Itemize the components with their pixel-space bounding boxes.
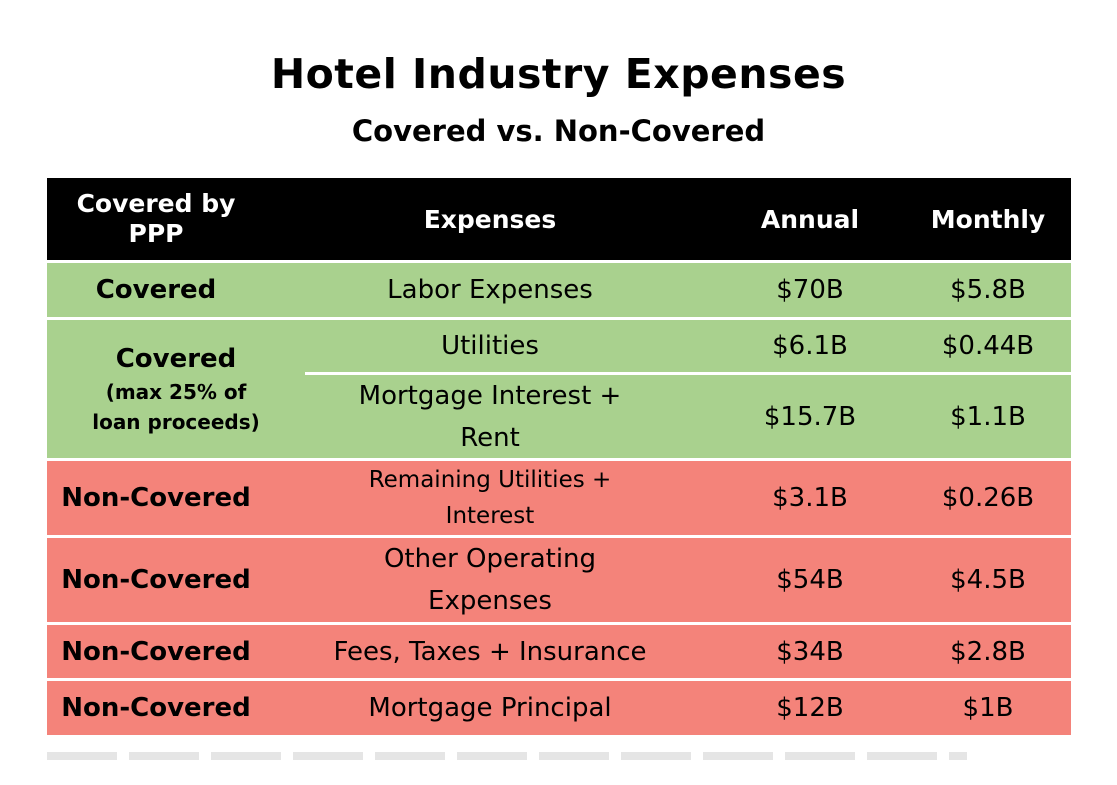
coverage-label: Covered	[115, 344, 237, 374]
annual-value: $3.1B	[772, 483, 848, 513]
coverage-label-cell: Covered (max 25% of loan proceeds)	[47, 320, 305, 458]
expense-line2: Rent	[460, 422, 520, 453]
annual-value: $6.1B	[772, 331, 848, 361]
monthly-value: $0.26B	[941, 483, 1035, 513]
monthly-value: $0.44B	[941, 331, 1035, 361]
header-annual: Annual	[760, 204, 860, 234]
expense-name: Mortgage Principal	[368, 693, 612, 723]
expense-name-remaining-utilities: Remaining Utilities + Interest	[265, 461, 715, 535]
coverage-label: Non-Covered	[61, 565, 251, 595]
annual-value: $70B	[776, 275, 844, 305]
expense-line2: Expenses	[428, 586, 552, 616]
footnote-faded	[47, 752, 967, 760]
coverage-label: Non-Covered	[61, 693, 251, 723]
monthly-value: $1B	[962, 693, 1014, 723]
expense-line1: Remaining Utilities +	[368, 467, 612, 493]
annual-value: $34B	[776, 636, 844, 667]
table-header: Covered by PPP Expenses Annual Monthly	[47, 178, 1071, 260]
expense-name: Fees, Taxes + Insurance	[333, 636, 647, 667]
coverage-note-line2: loan proceeds)	[92, 410, 260, 434]
coverage-label: Non-Covered	[61, 636, 251, 667]
expense-name: Utilities	[441, 331, 539, 361]
header-monthly: Monthly	[930, 204, 1046, 234]
page-subtitle: Covered vs. Non-Covered	[351, 114, 766, 148]
annual-value: $15.7B	[763, 401, 857, 432]
header-col1-line2: PPP	[128, 219, 184, 248]
monthly-value: $4.5B	[950, 565, 1026, 595]
expense-name-mortgage-interest: Mortgage Interest + Rent	[265, 375, 715, 458]
expense-line1: Mortgage Interest +	[358, 380, 622, 411]
monthly-value: $1.1B	[950, 401, 1026, 432]
annual-value: $54B	[776, 565, 844, 595]
expense-name: Labor Expenses	[387, 275, 593, 305]
expense-name-other-operating: Other Operating Expenses	[265, 538, 715, 622]
annual-value: $12B	[776, 693, 844, 723]
header-col1-line1: Covered by	[76, 189, 236, 218]
table-row-group: Covered (max 25% of loan proceeds) Utili…	[47, 320, 1071, 458]
row-divider	[305, 372, 1071, 375]
header-covered-by-ppp: Covered by PPP	[47, 178, 265, 260]
table-row: Non-Covered Fees, Taxes + Insurance $34B…	[47, 625, 1071, 678]
expense-line1: Other Operating	[383, 544, 597, 574]
expense-line2: Interest	[445, 503, 535, 529]
coverage-label: Covered	[95, 275, 217, 305]
monthly-value: $5.8B	[950, 275, 1026, 305]
table-row: Covered Labor Expenses $70B $5.8B	[47, 263, 1071, 317]
table-row: Non-Covered Other Operating Expenses $54…	[47, 538, 1071, 622]
page-title: Hotel Industry Expenses	[270, 50, 847, 98]
coverage-label: Non-Covered	[61, 483, 251, 513]
header-expenses: Expenses	[423, 204, 557, 234]
table-row: Non-Covered Remaining Utilities + Intere…	[47, 461, 1071, 535]
table-row: Non-Covered Mortgage Principal $12B $1B	[47, 681, 1071, 735]
monthly-value: $2.8B	[950, 636, 1026, 667]
coverage-note-line1: (max 25% of	[105, 380, 247, 404]
